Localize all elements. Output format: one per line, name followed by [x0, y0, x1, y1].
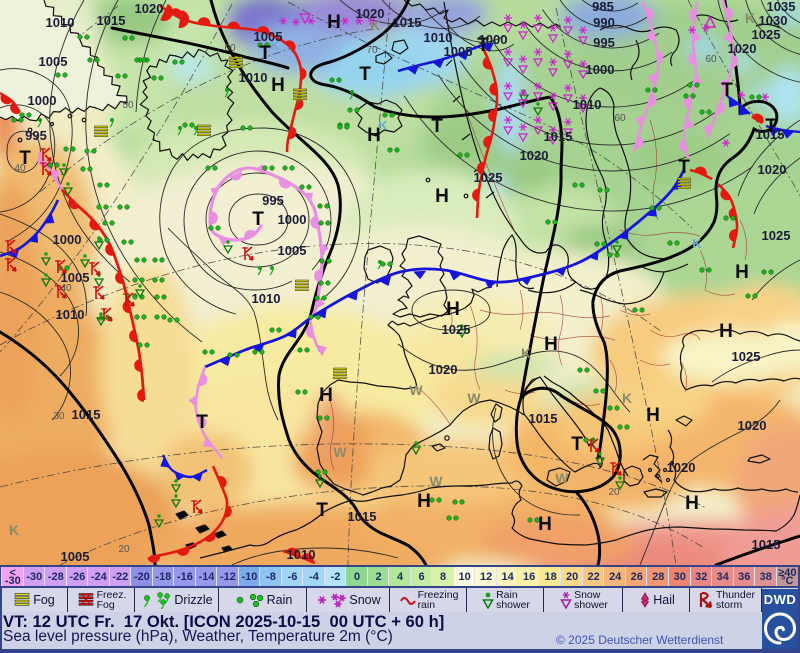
svg-text:T: T	[678, 157, 690, 178]
svg-text:70: 70	[366, 45, 378, 56]
svg-text:H: H	[435, 186, 449, 207]
svg-text:H: H	[367, 125, 381, 146]
svg-text:1000: 1000	[586, 62, 615, 77]
svg-text:H: H	[735, 262, 749, 283]
svg-text:W: W	[429, 473, 443, 489]
svg-text:1000: 1000	[53, 232, 82, 247]
svg-text:K: K	[745, 10, 755, 26]
svg-text:20: 20	[608, 487, 620, 498]
svg-text:1025: 1025	[732, 349, 761, 364]
svg-text:1020: 1020	[429, 362, 458, 377]
svg-text:1020: 1020	[667, 460, 696, 475]
svg-text:20: 20	[118, 544, 130, 555]
svg-text:1020: 1020	[758, 162, 787, 177]
svg-text:1015: 1015	[97, 13, 126, 28]
svg-text:K: K	[622, 390, 632, 406]
svg-text:W: W	[333, 444, 347, 460]
svg-text:1005: 1005	[444, 44, 473, 59]
svg-text:1020: 1020	[738, 418, 767, 433]
svg-text:T: T	[477, 35, 489, 56]
svg-text:W: W	[555, 470, 569, 486]
svg-text:K: K	[9, 522, 19, 538]
svg-text:K: K	[370, 17, 380, 33]
svg-text:1015: 1015	[544, 129, 573, 144]
svg-text:K: K	[270, 38, 280, 53]
svg-text:1020: 1020	[520, 148, 549, 163]
svg-text:30: 30	[53, 411, 65, 422]
svg-text:1010: 1010	[424, 30, 453, 45]
svg-text:1020: 1020	[356, 6, 385, 21]
svg-text:1035: 1035	[767, 0, 796, 14]
svg-text:1015: 1015	[529, 411, 558, 426]
svg-text:H: H	[538, 514, 552, 535]
svg-text:1010: 1010	[573, 97, 602, 112]
svg-text:1025: 1025	[474, 170, 503, 185]
svg-text:50: 50	[122, 100, 134, 111]
svg-text:H: H	[646, 405, 660, 426]
svg-text:W: W	[409, 382, 423, 398]
svg-text:1015: 1015	[393, 15, 422, 30]
svg-text:1000: 1000	[479, 32, 508, 47]
svg-text:1000: 1000	[28, 93, 57, 108]
svg-text:1030: 1030	[759, 13, 788, 28]
svg-text:H: H	[685, 493, 699, 514]
svg-text:H: H	[446, 299, 460, 320]
svg-text:1010: 1010	[56, 307, 85, 322]
svg-text:995: 995	[25, 128, 47, 143]
svg-text:H: H	[544, 334, 558, 355]
svg-text:1005: 1005	[61, 270, 90, 285]
svg-text:1005: 1005	[61, 549, 90, 564]
svg-text:1015: 1015	[752, 537, 781, 552]
svg-text:K: K	[378, 118, 388, 133]
svg-text:W: W	[467, 390, 481, 406]
svg-text:1005: 1005	[39, 54, 68, 69]
svg-text:1015: 1015	[72, 407, 101, 422]
svg-text:1015: 1015	[756, 127, 785, 142]
svg-text:1025: 1025	[762, 228, 791, 243]
svg-text:1025: 1025	[442, 322, 471, 337]
svg-text:1000: 1000	[278, 212, 307, 227]
svg-text:T: T	[316, 500, 328, 521]
svg-text:1010: 1010	[287, 547, 316, 562]
svg-text:1005: 1005	[254, 29, 283, 44]
svg-text:60: 60	[705, 54, 717, 65]
svg-text:H: H	[417, 491, 431, 512]
svg-text:K: K	[692, 236, 702, 251]
svg-text:1010: 1010	[46, 15, 75, 30]
svg-text:T: T	[359, 64, 371, 85]
svg-text:1015: 1015	[348, 509, 377, 524]
svg-text:T: T	[765, 116, 777, 137]
svg-text:H: H	[327, 12, 341, 33]
svg-text:60: 60	[224, 43, 236, 54]
svg-text:T: T	[252, 209, 264, 230]
svg-text:1010: 1010	[252, 291, 281, 306]
svg-text:1010: 1010	[239, 70, 268, 85]
svg-text:990: 990	[593, 15, 615, 30]
svg-text:H: H	[319, 385, 333, 406]
svg-text:995: 995	[593, 35, 615, 50]
svg-text:T: T	[721, 80, 733, 101]
svg-text:T: T	[196, 412, 208, 433]
svg-text:1025: 1025	[752, 27, 781, 42]
svg-text:40: 40	[60, 283, 72, 294]
svg-text:1020: 1020	[728, 41, 757, 56]
svg-text:K: K	[521, 345, 531, 361]
svg-text:H: H	[271, 75, 285, 96]
svg-text:H: H	[719, 321, 733, 342]
svg-text:60: 60	[614, 113, 626, 124]
svg-text:T: T	[259, 43, 271, 64]
svg-text:995: 995	[262, 193, 284, 208]
svg-text:T: T	[571, 434, 583, 455]
svg-text:T: T	[431, 116, 443, 137]
svg-text:1005: 1005	[278, 243, 307, 258]
svg-text:40: 40	[14, 163, 26, 174]
svg-text:985: 985	[592, 0, 614, 14]
svg-text:T: T	[19, 148, 31, 169]
svg-text:1020: 1020	[135, 1, 164, 16]
